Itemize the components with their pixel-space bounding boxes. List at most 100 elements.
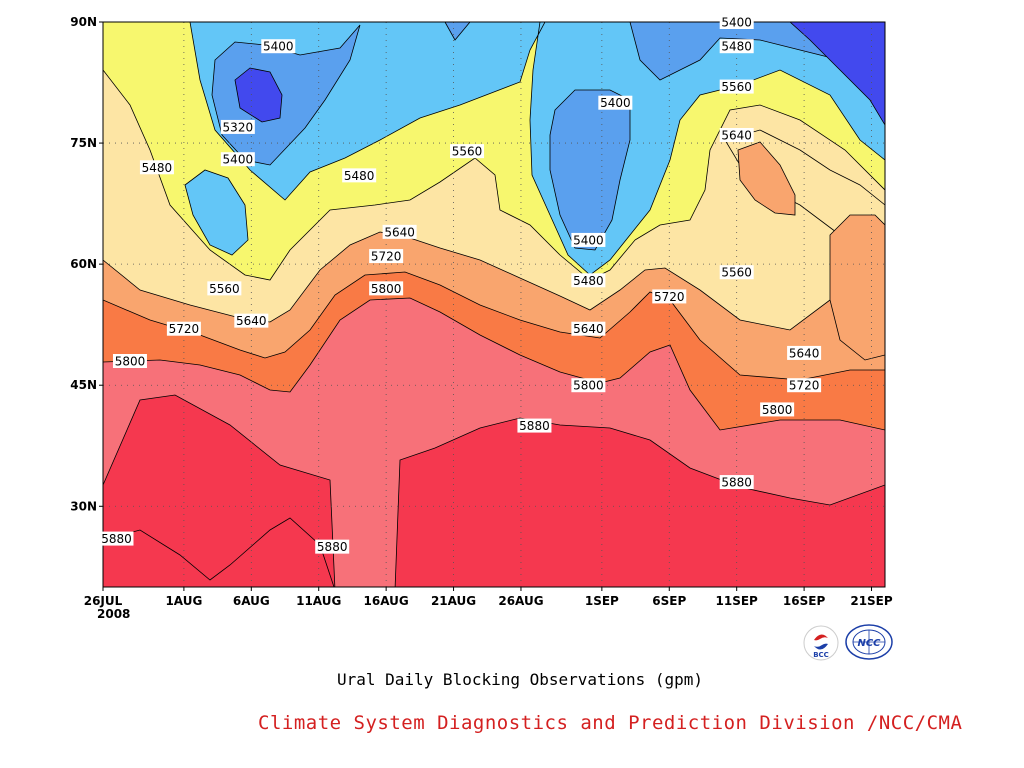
contour-label: 5400 <box>220 152 255 167</box>
plot-frame <box>102 21 886 588</box>
fill-band-5640-east <box>737 141 885 361</box>
contour-label-text: 5640 <box>573 322 604 336</box>
bcc-logo: BCC <box>803 625 839 661</box>
contour-label: 5800 <box>571 378 606 393</box>
contour-label-bg <box>139 160 174 175</box>
contour-label: 5560 <box>719 79 754 94</box>
fill-band-5240 <box>234 22 885 126</box>
fill-band-5880-south <box>103 517 335 587</box>
contour-label-text: 5640 <box>236 314 267 328</box>
svg-text:NCC: NCC <box>857 638 881 649</box>
x-tick-label: 1AUG <box>165 594 202 608</box>
contour-label: 5400 <box>719 15 754 30</box>
contour-label-text: 5720 <box>169 322 200 336</box>
contour-label-text: 5880 <box>519 419 550 433</box>
contour-label-text: 5480 <box>573 274 604 288</box>
contour-label-bg <box>598 95 633 110</box>
contour-label: 5880 <box>99 531 134 546</box>
contour-label-bg <box>719 475 754 490</box>
contour-label-text: 5400 <box>573 233 604 247</box>
contour-label-text: 5560 <box>721 266 752 280</box>
y-tick-label: 75N <box>70 136 97 150</box>
contour-label-text: 5880 <box>317 540 348 554</box>
contour-label-bg <box>315 539 350 554</box>
contour-label-bg <box>719 39 754 54</box>
contour-label-text: 5480 <box>721 40 752 54</box>
contour-label: 5720 <box>787 378 822 393</box>
contour-label-bg <box>719 79 754 94</box>
x-tick-label: 26AUG <box>498 594 543 608</box>
contour-label-text: 5800 <box>371 282 402 296</box>
y-tick-labels: 90N 75N 60N 45N 30N <box>70 15 103 513</box>
fill-band-5400-island <box>184 169 249 256</box>
contour-label-text: 5800 <box>115 355 146 369</box>
contour-label: 5800 <box>760 402 795 417</box>
ncc-logo: NCC <box>845 624 893 660</box>
x-year-label: 2008 <box>97 607 130 621</box>
contour-label-text: 5880 <box>101 532 132 546</box>
contour-label: 5480 <box>139 160 174 175</box>
y-tick-label: 45N <box>70 378 97 392</box>
contour-label: 5720 <box>369 249 404 264</box>
contour-label-text: 5880 <box>721 476 752 490</box>
contour-label: 5320 <box>220 119 255 134</box>
contour-label-bg <box>261 39 296 54</box>
contour-label: 5480 <box>571 273 606 288</box>
x-tick-label: 16SEP <box>783 594 826 608</box>
contour-label-bg <box>719 15 754 29</box>
contour-label-text: 5640 <box>721 129 752 143</box>
contour-label-text: 5320 <box>223 120 254 134</box>
contour-label-text: 5800 <box>762 403 793 417</box>
y-tick-label: 60N <box>70 257 97 271</box>
contour-label-bg <box>234 313 269 328</box>
y-tick-label: 90N <box>70 15 97 29</box>
contour-label-bg <box>369 281 404 296</box>
contour-label: 5640 <box>571 321 606 336</box>
contour-label: 5640 <box>234 313 269 328</box>
contour-label-text: 5400 <box>600 96 631 110</box>
fill-band-5400 <box>189 22 885 276</box>
contour-label-bg <box>342 168 377 183</box>
contour-label-text: 5400 <box>263 40 294 54</box>
contour-label-bg <box>787 345 822 360</box>
contour-label: 5720 <box>652 289 687 304</box>
contour-label-text: 5640 <box>384 225 415 239</box>
contour-label-bg <box>166 321 201 336</box>
contour-label: 5560 <box>207 281 242 296</box>
contour-label: 5800 <box>369 281 404 296</box>
contour-label: 5880 <box>315 539 350 554</box>
contour-label-bg <box>517 418 552 433</box>
contour-label: 5560 <box>450 144 485 159</box>
footer-credit: Climate System Diagnostics and Predictio… <box>258 712 963 734</box>
contour-label-bg <box>760 402 795 417</box>
contour-label: 5640 <box>719 128 754 143</box>
contour-label: 5480 <box>342 168 377 183</box>
svg-text:BCC: BCC <box>813 651 829 659</box>
contour-label-bg <box>571 232 606 247</box>
contour-fills <box>103 22 885 587</box>
contour-label-bg <box>207 281 242 296</box>
contour-label-bg <box>450 144 485 159</box>
contour-label: 5720 <box>166 321 201 336</box>
contour-label: 5480 <box>719 39 754 54</box>
y-tick-label: 30N <box>70 499 97 513</box>
contour-label-bg <box>220 119 255 134</box>
contour-labels: 5400 5320 5400 5480 5480 5560 5400 5400 5480 5560… <box>99 15 822 554</box>
contour-label-bg <box>382 224 417 239</box>
contour-label-text: 5640 <box>789 346 820 360</box>
contour-label: 5640 <box>382 224 417 239</box>
x-tick-label: 21AUG <box>431 594 476 608</box>
contour-label: 5560 <box>719 265 754 280</box>
contour-label-bg <box>369 249 404 264</box>
contour-label-text: 5800 <box>573 379 604 393</box>
gridlines <box>103 22 885 587</box>
chart-title: Ural Daily Blocking Observations (gpm) <box>336 670 704 689</box>
x-tick-label: 26JUL <box>84 594 123 608</box>
x-tick-label: 6SEP <box>652 594 686 608</box>
contour-label-text: 5560 <box>452 145 483 159</box>
contour-label-bg <box>571 321 606 336</box>
contour-label-text: 5560 <box>209 282 240 296</box>
contour-label-bg <box>719 265 754 280</box>
contour-label-bg <box>571 273 606 288</box>
